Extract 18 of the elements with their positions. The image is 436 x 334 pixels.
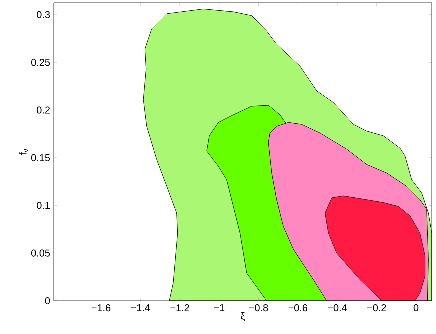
y-tick-label: 0.05 [31,250,50,257]
x-tick-label: −0.6 [288,304,308,312]
y-tick-label: 0.15 [31,154,50,162]
x-tick-label: −1.2 [170,304,190,312]
x-tick-label: 0 [414,304,419,312]
x-axis-title: ξ [241,312,246,322]
x-tick-label: −1 [214,304,225,312]
x-tick-label: −1.4 [131,304,150,312]
y-tick-label: 0.1 [37,202,50,210]
x-tick-label: −1.6 [92,304,111,312]
y-axis-title: f$_{ν}$ [20,149,28,156]
y-tick-label: 0.25 [31,59,50,66]
x-tick-label: −0.2 [368,304,386,312]
y-tick-label: 0.3 [37,11,50,18]
y-tick-label: 0 [45,297,50,305]
x-tick-label: −0.8 [249,304,268,312]
y-tick-label: 0.2 [37,106,50,114]
x-tick-label: −0.4 [328,304,348,312]
